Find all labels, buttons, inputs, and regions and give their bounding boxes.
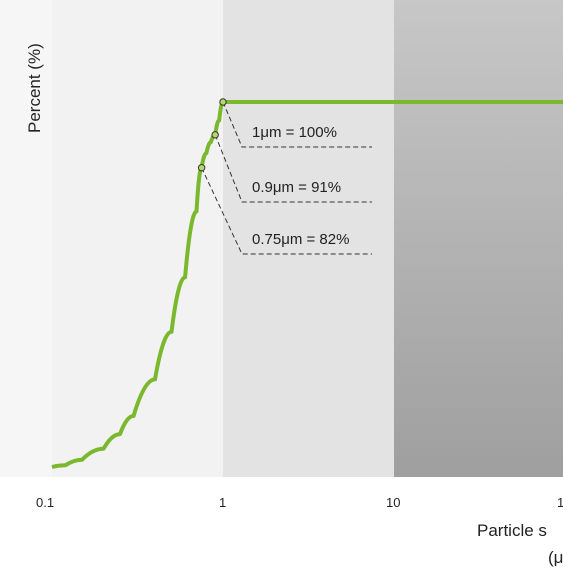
region-band [394,0,563,477]
x-axis-unit: (μ [548,548,563,567]
x-tick-label: 10 [557,495,563,510]
annotation-label: 0.9μm = 91% [252,179,341,196]
x-tick-label: 0.1 [36,495,54,510]
annotations: 1μm = 100% 0.9μm = 91% 0.75μm = 82% [201,101,372,255]
annotation-leader [222,101,372,148]
x-axis-label: Particle s [477,521,547,540]
annotation-label: 1μm = 100% [252,124,337,141]
annotation-leader [214,134,372,203]
series-line [51,99,563,469]
point-markers [197,98,227,172]
left-edge-strip [0,0,52,477]
region-band [52,0,223,477]
region-band [223,0,394,477]
annotation-point [219,98,227,106]
x-tick-label: 1 [219,495,226,510]
x-tick-labels: 0.1 1 10 10 [36,495,563,510]
series-layer [51,99,563,469]
annotation-point [197,164,206,172]
x-tick-label: 10 [386,495,400,510]
background-regions [0,0,563,477]
y-axis-label: Percent (%) [25,43,44,133]
annotation-label: 0.75μm = 82% [252,231,349,248]
annotation-point [211,131,219,139]
